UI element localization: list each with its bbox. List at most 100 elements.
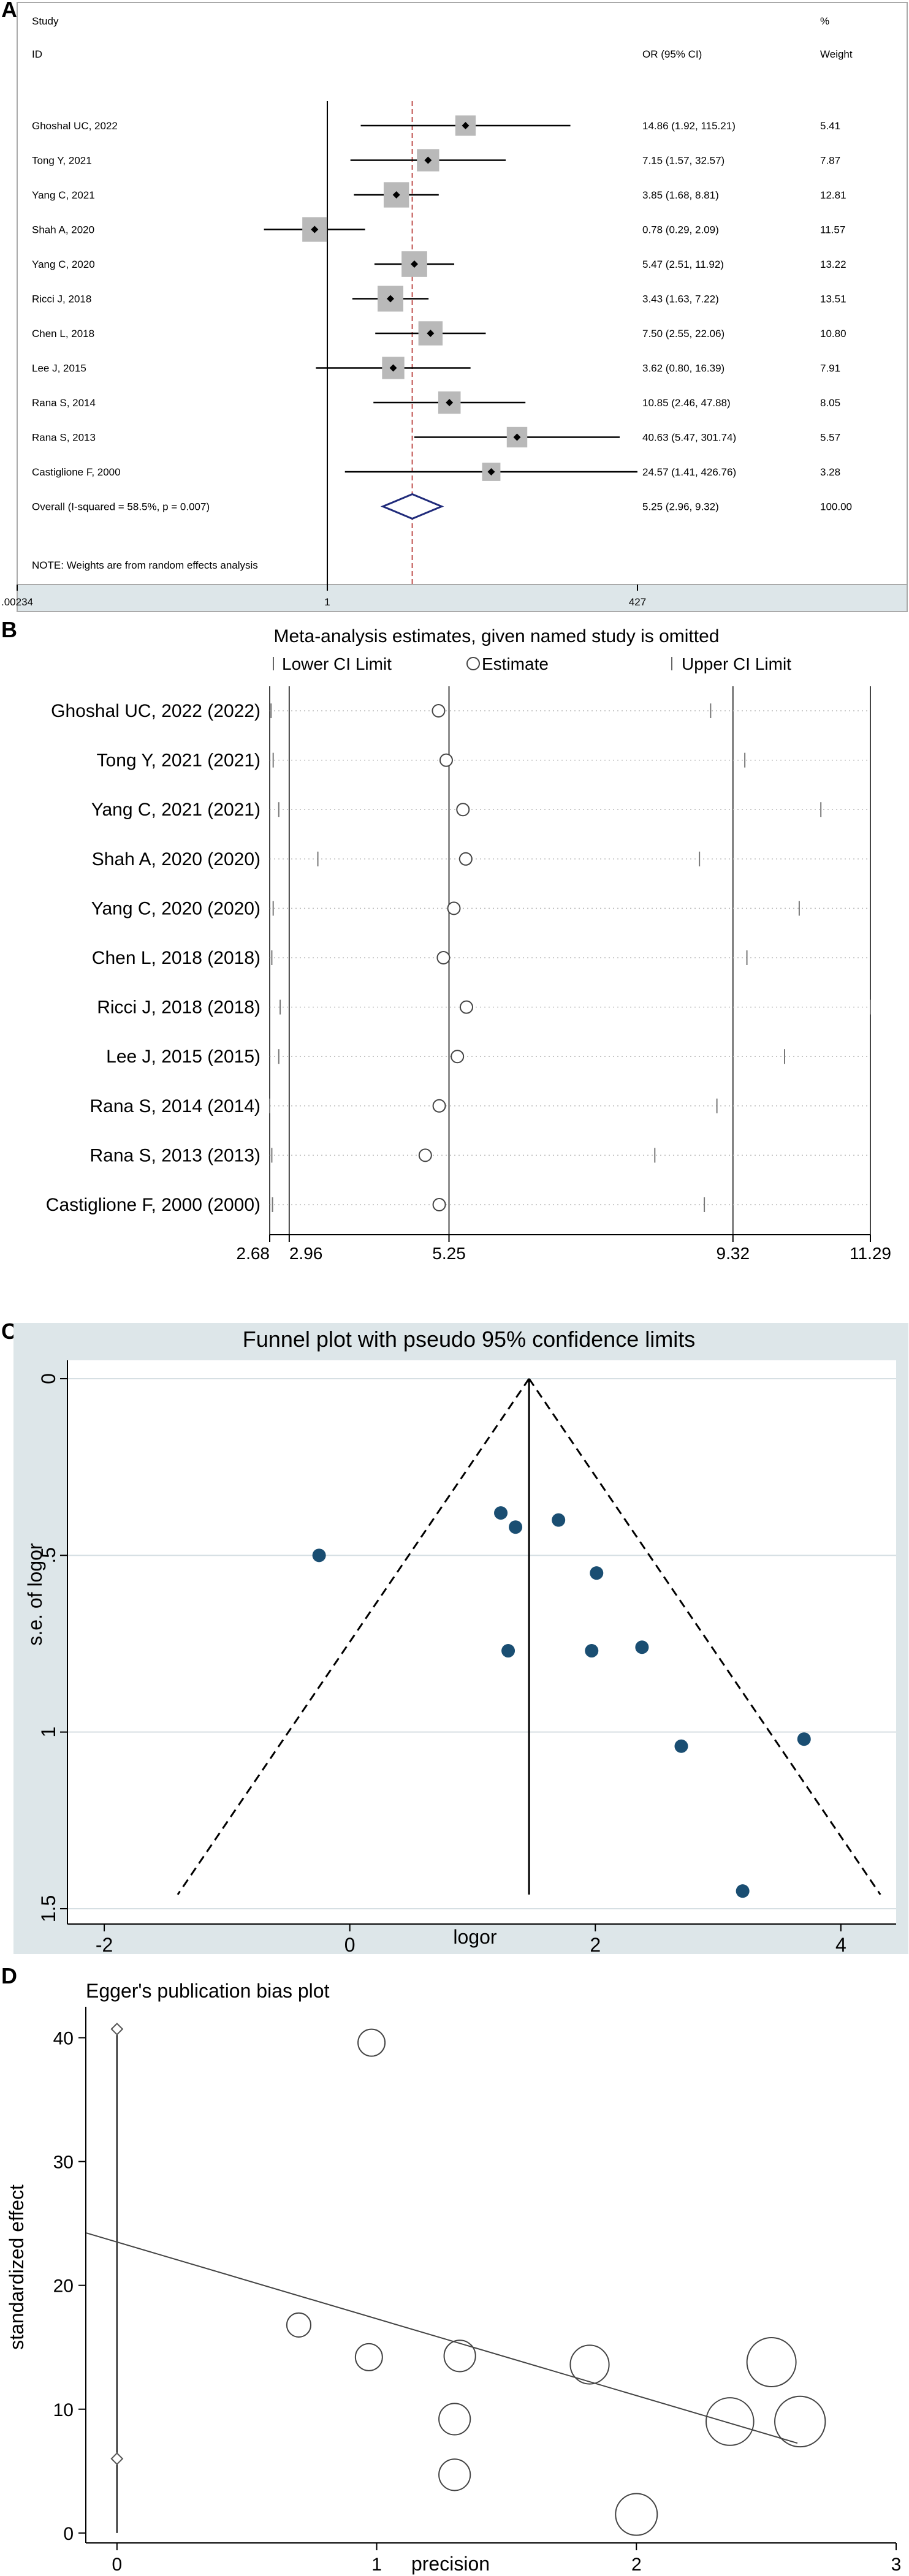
study-label: Ghoshal UC, 2022 [32, 120, 118, 132]
omitted-study-label: Rana S, 2014 (2014) [89, 1096, 261, 1116]
funnel-x-tick-label: 2 [590, 1934, 601, 1956]
study-label: Lee J, 2015 [32, 363, 86, 374]
study-point [501, 1644, 515, 1658]
study-point [674, 1739, 688, 1753]
forest-x-tick-label: 427 [629, 596, 646, 608]
estimate-marker [432, 704, 446, 718]
study-point [746, 2336, 797, 2387]
study-point [438, 2403, 471, 2436]
study-point [312, 1548, 326, 1563]
funnel-y-tick-label: 0 [37, 1373, 59, 1384]
forest-x-tick-label: .00234 [1, 596, 33, 608]
estimate-marker [458, 852, 473, 866]
study-point [615, 2493, 658, 2536]
funnel-plot-area [67, 1360, 896, 1924]
egger-y-label: standardized effect [6, 2184, 28, 2350]
study-point [357, 2028, 386, 2057]
study-weight: 12.81 [820, 189, 846, 201]
estimate-marker [456, 803, 470, 817]
study-or-ci: 5.47 (2.51, 11.92) [642, 259, 724, 270]
study-weight: 7.87 [820, 155, 840, 167]
study-point-estimate [424, 156, 432, 164]
study-weight: 5.41 [820, 120, 840, 132]
header-or-ci: OR (95% CI) [642, 48, 702, 60]
study-weight: 11.57 [820, 224, 845, 236]
header-weight: Weight [820, 48, 853, 60]
study-weight: 3.28 [820, 466, 840, 478]
study-point [590, 1566, 604, 1580]
funnel-title: Funnel plot with pseudo 95% confidence l… [243, 1327, 695, 1352]
panel-label-b: B [1, 619, 17, 642]
funnel-y-tick-label: 1.5 [37, 1895, 59, 1922]
sensitivity-plot-panel: B Meta-analysis estimates, given named s… [1, 619, 891, 1263]
study-point [552, 1513, 566, 1527]
funnel-y-tick-label: 1 [37, 1727, 59, 1738]
egger-plot-panel: D Egger's publication bias plot precisio… [1, 1964, 901, 2575]
study-point [585, 1644, 599, 1658]
omitted-study-label: Shah A, 2020 (2020) [92, 849, 261, 869]
egger-y-tick-label: 20 [53, 2276, 74, 2297]
egger-title: Egger's publication bias plot [86, 1980, 330, 2002]
sensitivity-legend: Lower CI Limit Estimate Upper CI Limit [273, 654, 791, 673]
overall-weight: 100.00 [820, 501, 852, 513]
estimate-marker [432, 1099, 446, 1113]
egger-x-tick-label: 2 [631, 2555, 642, 2575]
legend-estimate-label: Estimate [482, 654, 549, 673]
egger-y-tick-label: 40 [53, 2029, 74, 2049]
study-point [797, 1732, 811, 1746]
forest-plot-frame [17, 2, 908, 585]
study-point-estimate [487, 468, 495, 475]
study-point-estimate [462, 122, 470, 129]
study-point [569, 2344, 610, 2385]
legend-estimate-marker [466, 657, 480, 670]
study-or-ci: 3.62 (0.80, 16.39) [642, 363, 725, 374]
funnel-x-tick-label: 4 [835, 1934, 846, 1956]
panel-label-d: D [1, 1964, 17, 1988]
study-or-ci: 10.85 (2.46, 47.88) [642, 397, 731, 409]
omitted-study-label: Rana S, 2013 (2013) [89, 1145, 261, 1165]
egger-y-tick-label: 0 [63, 2524, 74, 2544]
study-label: Shah A, 2020 [32, 224, 94, 236]
funnel-right-limit [528, 1378, 881, 1895]
study-point [286, 2312, 312, 2338]
estimate-marker [447, 901, 461, 915]
study-point [494, 1506, 508, 1520]
study-or-ci: 3.43 (1.63, 7.22) [642, 294, 719, 305]
omitted-study-label: Castiglione F, 2000 (2000) [46, 1195, 261, 1215]
study-label: Yang C, 2021 [32, 189, 95, 201]
study-point [774, 2395, 826, 2448]
study-point [443, 2339, 476, 2373]
study-point [736, 1884, 750, 1898]
omitted-study-label: Yang C, 2020 (2020) [91, 898, 261, 919]
egger-x-tick-label: 0 [112, 2555, 123, 2575]
study-weight: 13.51 [820, 294, 846, 305]
study-or-ci: 0.78 (0.29, 2.09) [642, 224, 719, 236]
estimate-marker [459, 1000, 473, 1014]
sensitivity-x-tick-label: 9.32 [717, 1244, 750, 1263]
sensitivity-x-tick-label: 11.29 [850, 1244, 891, 1263]
forest-axis-band [17, 584, 908, 612]
estimate-marker [432, 1198, 446, 1211]
study-label: Tong Y, 2021 [32, 155, 92, 167]
study-point-estimate [513, 433, 521, 441]
study-label: Rana S, 2014 [32, 397, 96, 409]
intercept-ci-marker [110, 2452, 124, 2466]
study-point [635, 1640, 649, 1654]
forest-x-tick-label: 1 [324, 596, 330, 608]
egger-y-tick-label: 30 [53, 2153, 74, 2173]
study-label: Chen L, 2018 [32, 328, 94, 339]
omitted-study-label: Yang C, 2021 (2021) [91, 800, 261, 820]
funnel-x-tick-label: 0 [344, 1934, 356, 1956]
weights-note: NOTE: Weights are from random effects an… [32, 559, 258, 571]
estimate-marker [451, 1050, 465, 1064]
study-label: Rana S, 2013 [32, 432, 96, 444]
panel-label-a: A [1, 0, 17, 22]
funnel-y-label: s.e. of logor [24, 1543, 46, 1646]
study-point [438, 2458, 471, 2491]
header-study: Study [32, 15, 59, 27]
study-or-ci: 24.57 (1.41, 426.76) [642, 466, 736, 478]
header-id: ID [32, 48, 42, 60]
omitted-study-label: Chen L, 2018 (2018) [92, 948, 261, 968]
study-weight: 5.57 [820, 432, 840, 444]
study-or-ci: 7.15 (1.57, 32.57) [642, 155, 725, 167]
